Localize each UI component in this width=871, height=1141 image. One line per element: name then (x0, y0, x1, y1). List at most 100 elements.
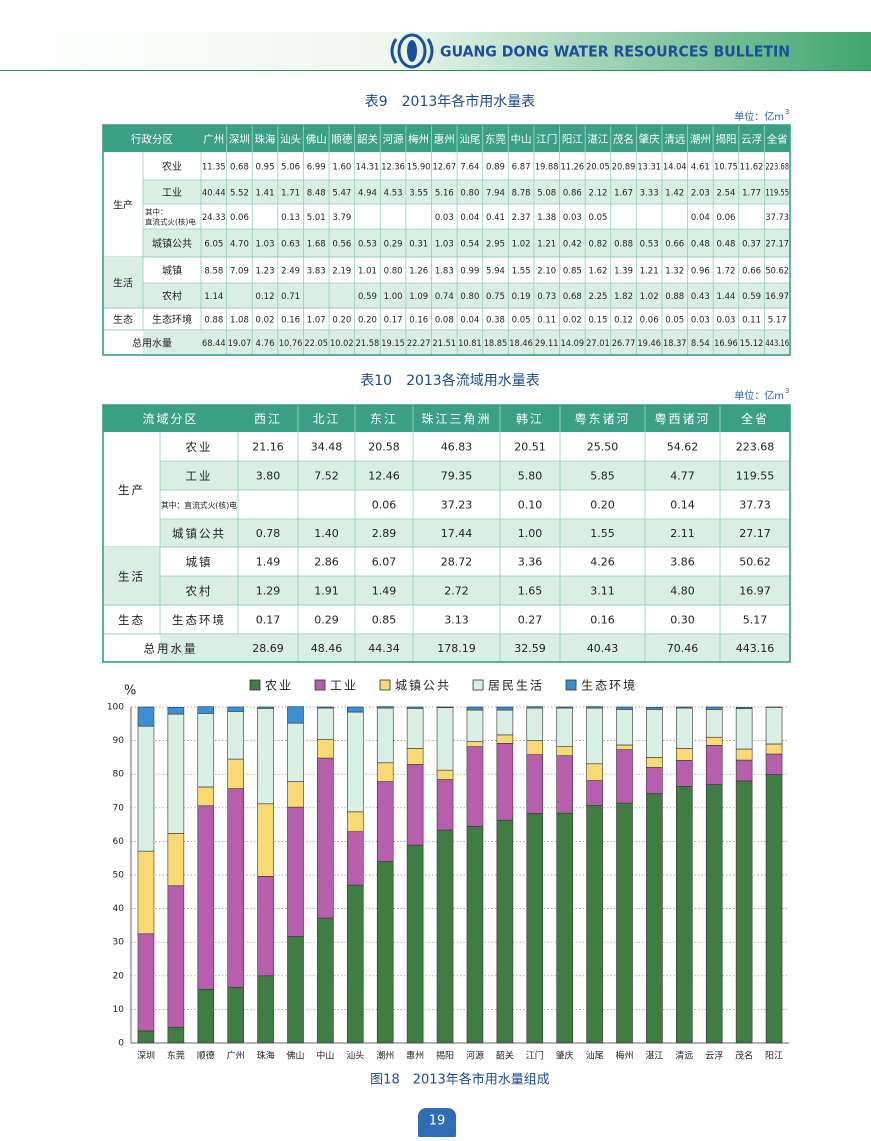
cell-value: 2.10 (537, 267, 556, 277)
bar-segment (766, 744, 782, 754)
bar-segment (706, 785, 722, 1043)
x-tick-label: 惠州 (406, 1050, 424, 1062)
table-title: 表10 2013各流域用水量表 (360, 373, 539, 389)
cell-value: 37.23 (441, 499, 473, 512)
cell-value: 18.46 (509, 339, 533, 349)
row-label: 农村 (186, 584, 213, 598)
bar-segment (317, 707, 333, 708)
bar-segment (766, 775, 782, 1043)
cell-value: 0.12 (256, 292, 275, 302)
x-tick-label: 汕头 (346, 1051, 364, 1062)
bar-segment (437, 780, 453, 830)
cell-value: 54.62 (667, 441, 699, 454)
bar-segment (168, 714, 184, 833)
cell-value: 1.26 (409, 267, 428, 277)
cell-value: 4.77 (670, 470, 695, 483)
cell-value: 0.11 (742, 316, 761, 326)
bar-segment (527, 741, 543, 755)
cell-value: 4.53 (384, 189, 403, 199)
cell-value: 20.58 (368, 441, 400, 454)
bar-segment (736, 709, 752, 749)
row-label: 农业 (162, 160, 182, 173)
cell-value: 14.09 (561, 339, 585, 349)
cell-value: 0.66 (742, 267, 761, 277)
y-tick-label: 90 (113, 736, 125, 746)
cell-value: 26.77 (612, 339, 636, 349)
bar-segment (138, 851, 154, 934)
cell-value: 1.77 (742, 189, 761, 199)
cell-value: 0.48 (691, 240, 710, 250)
cell-value: 7.64 (460, 163, 479, 173)
cell-value: 443.16 (736, 642, 775, 655)
row-label: 城镇 (186, 555, 213, 569)
cell-value: 0.17 (256, 614, 281, 627)
bar-segment (377, 763, 393, 782)
cell-value: 50.62 (739, 556, 771, 569)
cell-value: 0.08 (435, 316, 454, 326)
cell-value: 0.88 (665, 292, 684, 302)
bar-segment (228, 987, 244, 1043)
bar-segment (317, 708, 333, 740)
x-tick-label: 潮州 (376, 1050, 394, 1062)
cell-value: 10.76 (279, 339, 303, 349)
x-tick-label: 中山 (316, 1050, 334, 1062)
cell-value: 0.19 (512, 292, 531, 302)
cell-value: 19.88 (535, 163, 559, 173)
cell-value: 37.73 (765, 213, 789, 223)
row-label: 城镇 (162, 264, 182, 277)
cell-value: 0.37 (742, 240, 761, 250)
table-title: 表9 2013年各市用水量表 (365, 93, 536, 110)
cell-value: 1.23 (256, 267, 275, 277)
legend-swatch (380, 680, 390, 690)
row-label: 工业 (186, 469, 213, 483)
bar-segment (347, 885, 363, 1043)
bar-segment (317, 740, 333, 758)
cell-value: 4.70 (230, 240, 249, 250)
column-header: 全省 (741, 411, 769, 426)
cell-value: 0.89 (486, 163, 505, 173)
bar-segment (646, 767, 662, 793)
legend-swatch (315, 680, 325, 690)
bar-segment (258, 707, 274, 708)
cell-value: 34.48 (311, 441, 343, 454)
bar-segment (258, 976, 274, 1043)
cell-value: 3.80 (256, 470, 281, 483)
cell-value: 0.05 (512, 316, 531, 326)
legend-label: 居民生活 (488, 679, 544, 693)
cell-value: 4.76 (256, 339, 275, 349)
bar-segment (736, 749, 752, 760)
bar-segment (288, 723, 304, 781)
bar-segment (138, 934, 154, 1031)
bar-segment (527, 708, 543, 741)
bar-segment (138, 726, 154, 851)
cell-value: 1.02 (512, 240, 531, 250)
row-label: 生态环境 (152, 313, 192, 326)
legend-swatch (473, 680, 483, 690)
bar-segment (437, 830, 453, 1043)
cell-value: 4.61 (691, 163, 710, 173)
bar-segment (467, 747, 483, 827)
table-unit: 单位：亿m (734, 110, 784, 123)
y-tick-label: 60 (113, 837, 125, 847)
page-number: 19 (429, 1114, 446, 1129)
cell-value: 20.51 (514, 441, 546, 454)
bar-segment (497, 735, 513, 743)
bar-segment (407, 764, 423, 845)
column-header: 肇庆 (639, 133, 660, 146)
column-header: 湛江 (587, 134, 608, 146)
bar-segment (168, 886, 184, 1027)
cell-value: 40.43 (587, 642, 619, 655)
bar-segment (527, 814, 543, 1043)
cell-value: 1.09 (409, 292, 428, 302)
cell-value: 0.82 (588, 240, 607, 250)
bar-segment (646, 707, 662, 709)
legend-swatch (566, 680, 576, 690)
column-header: 江门 (536, 133, 557, 146)
cell-value: 1.08 (230, 316, 249, 326)
bar-segment (198, 713, 214, 787)
bar-segment (437, 770, 453, 779)
column-header: 河源 (383, 133, 404, 146)
cell-value: 0.17 (384, 316, 403, 326)
bar-segment (317, 758, 333, 918)
cell-value: 6.87 (512, 163, 531, 173)
